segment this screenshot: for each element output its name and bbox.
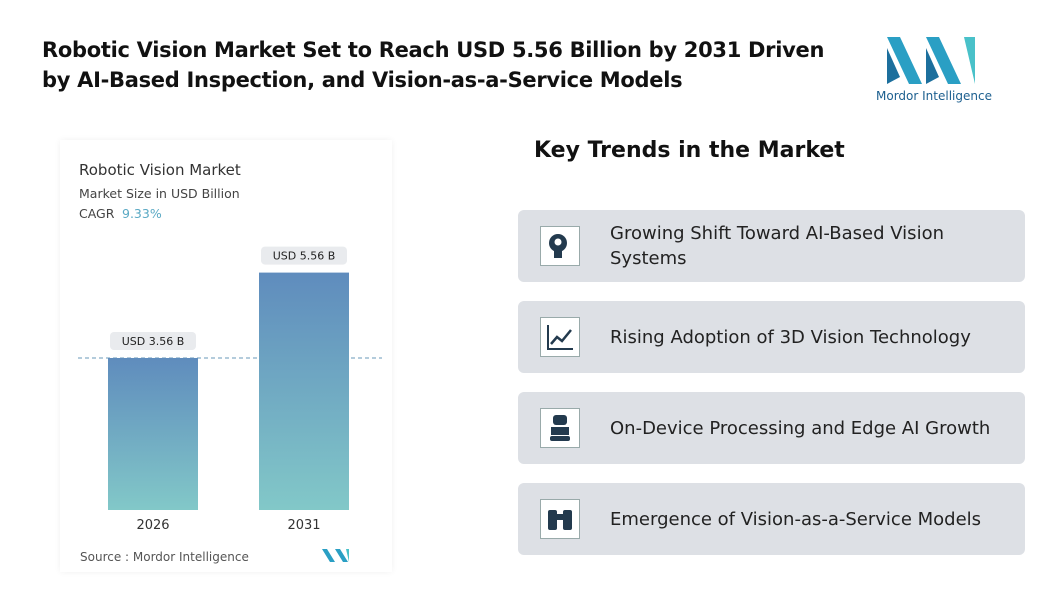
chart-card: Robotic Vision Market Market Size in USD… — [60, 140, 392, 572]
chart-subtitle: Market Size in USD Billion — [79, 186, 240, 201]
trends-heading: Key Trends in the Market — [534, 138, 845, 163]
cagr-label: CAGR — [79, 206, 115, 221]
value-label-bg — [261, 246, 347, 265]
trend-card: Growing Shift Toward AI-Based Vision Sys… — [518, 210, 1025, 282]
trend-icon — [540, 499, 580, 539]
logo-text: Mordor Intelligence — [876, 89, 992, 103]
value-label-bg — [110, 331, 196, 350]
value-label: USD 3.56 B — [122, 335, 185, 348]
trend-text: Emergence of Vision-as-a-Service Models — [610, 508, 982, 530]
small-logo — [322, 549, 349, 562]
bar — [259, 272, 349, 510]
chart-title: Robotic Vision Market — [79, 161, 241, 179]
trend-card: On-Device Processing and Edge AI Growth — [518, 392, 1025, 464]
x-tick-label: 2026 — [136, 518, 169, 533]
page-title: by AI-Based Inspection, and Vision-as-a-… — [42, 68, 683, 92]
cagr-value: 9.33% — [122, 206, 162, 221]
trend-card: Emergence of Vision-as-a-Service Models — [518, 483, 1025, 555]
bar — [108, 357, 198, 510]
chart: Robotic Vision Market Market Size in USD… — [78, 161, 382, 564]
value-label: USD 5.56 B — [273, 250, 336, 263]
trend-card: Rising Adoption of 3D Vision Technology — [518, 301, 1025, 373]
source: Source : Mordor Intelligence — [80, 550, 249, 564]
trend-text: On-Device Processing and Edge AI Growth — [610, 417, 991, 439]
page-title: Robotic Vision Market Set to Reach USD 5… — [42, 38, 825, 62]
trend-icon — [540, 226, 580, 266]
trend-text: Growing Shift Toward AI-Based Vision Sys… — [610, 223, 944, 269]
logo: Mordor Intelligence — [876, 37, 992, 103]
trend-icon — [540, 317, 580, 357]
trend-icon — [540, 408, 580, 448]
trend-text: Rising Adoption of 3D Vision Technology — [610, 326, 971, 348]
x-tick-label: 2031 — [287, 518, 320, 533]
